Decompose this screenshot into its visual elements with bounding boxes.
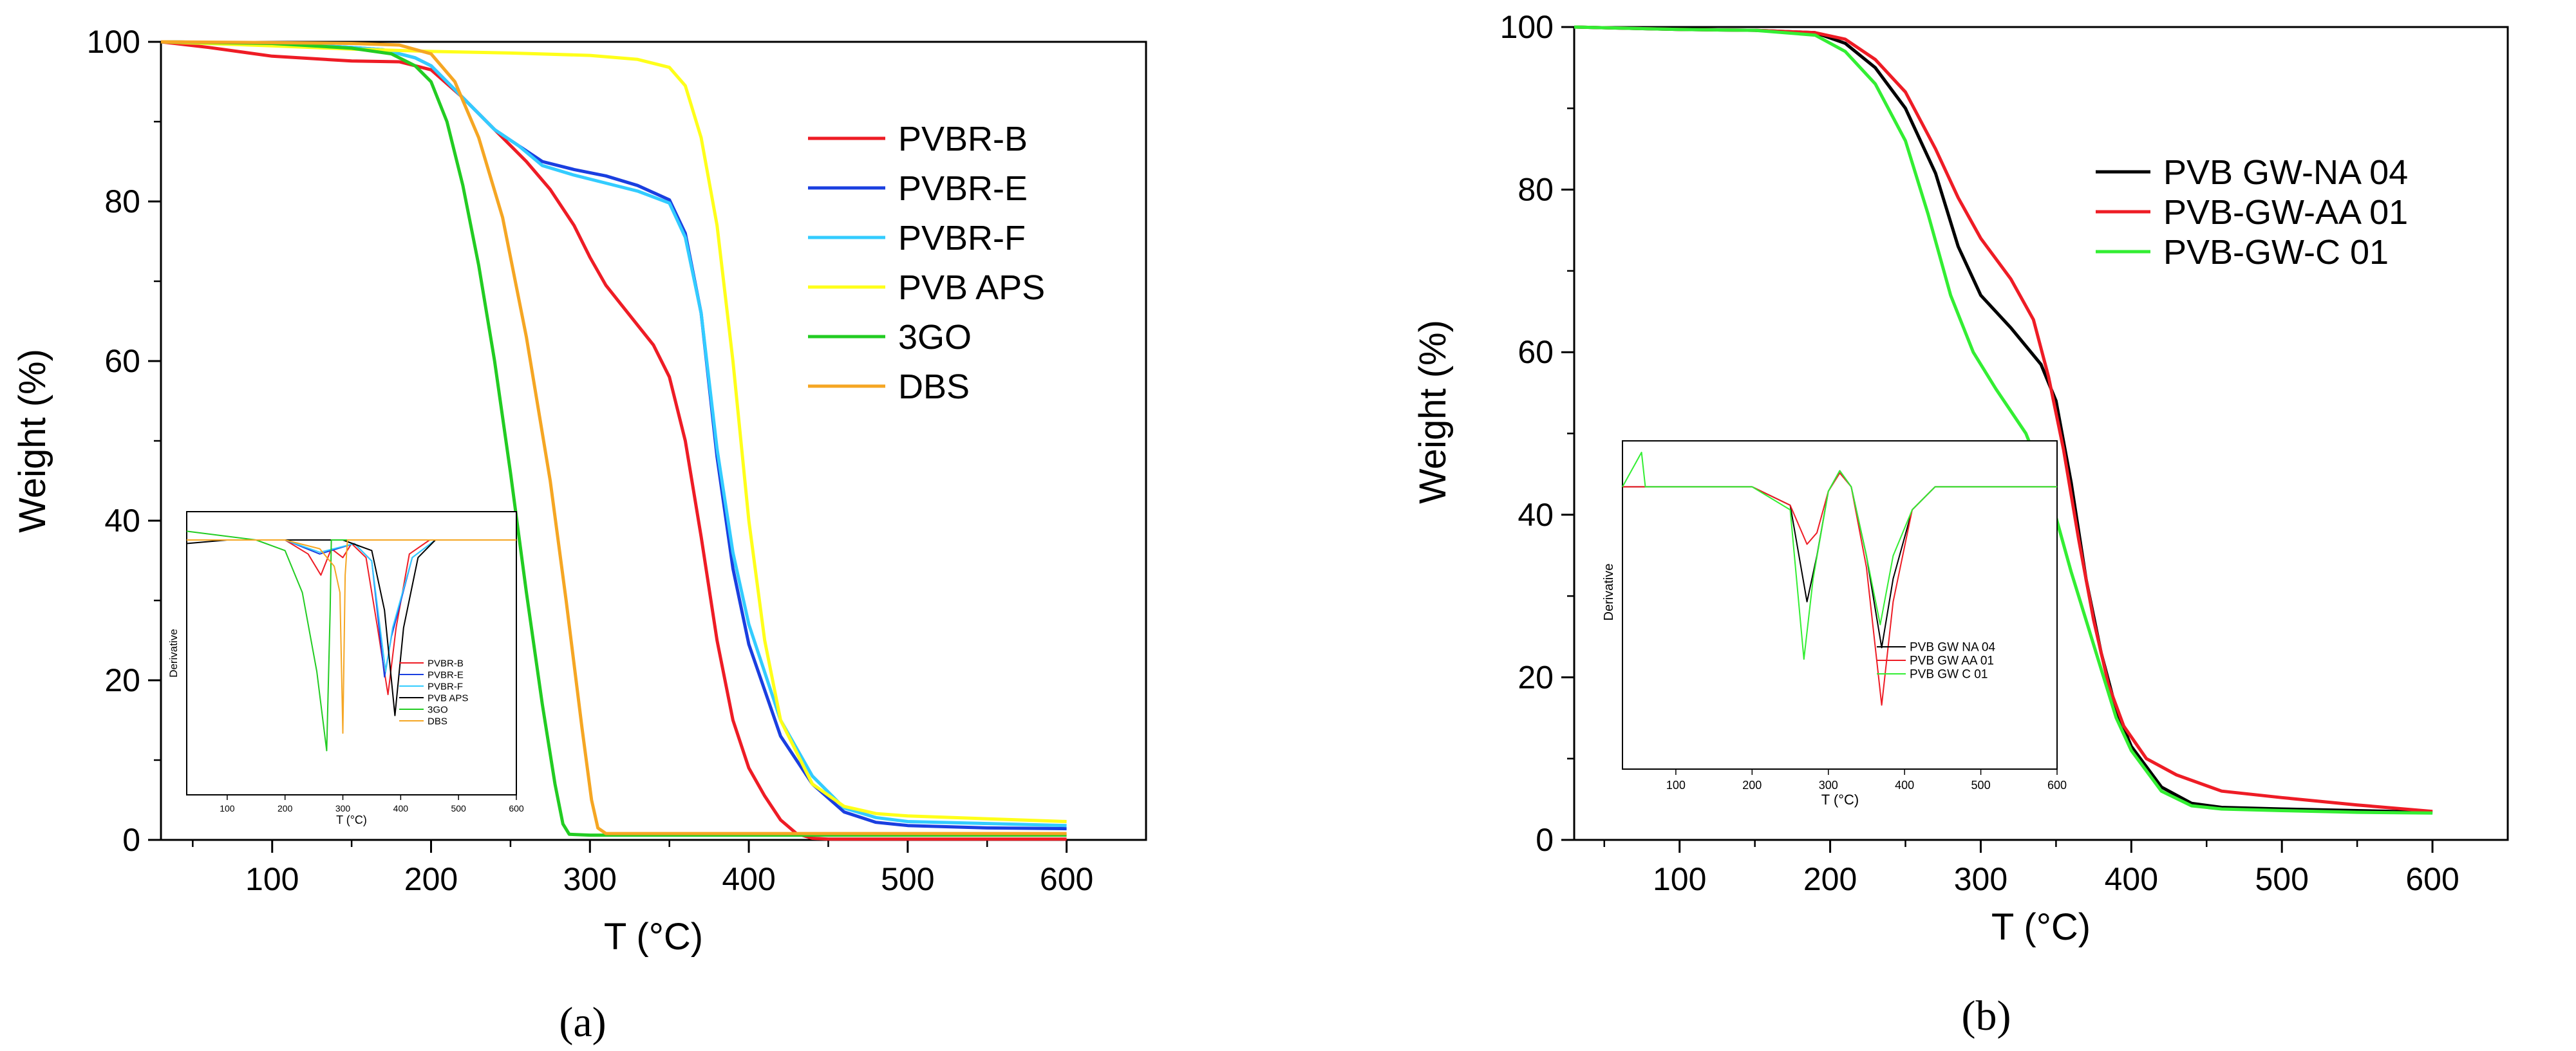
y-tick-label: 60 [1518, 334, 1554, 370]
panel-a-legend: PVBR-B PVBR-E PVBR-F PVB APS 3GO DBS [808, 120, 1045, 406]
y-tick-label: 80 [104, 183, 140, 219]
y-tick-label: 80 [1518, 172, 1554, 208]
series-line-pvbr-f [160, 40, 1067, 828]
panel-b-label: (b) [1962, 992, 2011, 1039]
x-tick-label: 600 [2405, 861, 2459, 897]
x-tick-label: 300 [563, 861, 617, 897]
inset-x-tick-label: 500 [451, 803, 466, 814]
panel-b-inset-series [1622, 451, 2057, 706]
panel-a-inset-frame [186, 511, 517, 795]
inset-series-line-pvbr-f [187, 539, 516, 673]
panel-a-inset-series [186, 530, 516, 752]
x-tick-label: 100 [1653, 861, 1706, 897]
panel-b-inset-x-label: T (°C) [1821, 792, 1859, 808]
y-tick-label: 40 [104, 503, 140, 539]
panel-a-ticks [148, 41, 1068, 853]
inset-x-tick-label: 100 [1666, 779, 1686, 792]
panel-a-plot-frame [160, 41, 1147, 841]
inset-series-line-pvbr-b [187, 539, 516, 696]
inset-series-line-pvb-gw-aa-01 [1622, 472, 2057, 706]
panel-a-inset: 100 200 300 400 500 600 PVBR-BPVBR-EPVBR-FPVB… [167, 511, 524, 826]
legend-label: PVB GW-NA 04 [2163, 153, 2408, 192]
y-tick-label: 60 [104, 343, 140, 379]
series-line-3go [160, 40, 1067, 837]
panel-b-inset-y-label: Derivative [1602, 564, 1616, 621]
panel-b-plot-frame [1573, 26, 2509, 841]
panel-a-inset-y-label: Derivative [167, 629, 180, 678]
inset-legend-label: PVB GW NA 04 [1910, 641, 1995, 655]
legend-label: PVBR-E [898, 169, 1028, 208]
inset-series-line-3go [186, 530, 516, 752]
panel-b-tick-labels: 100 200 300 400 500 600 0 20 40 60 80 100 [1500, 9, 2459, 897]
series-line-pvb-aps [160, 40, 1067, 823]
inset-x-tick-label: 300 [335, 803, 351, 814]
x-tick-label: 200 [1803, 861, 1857, 897]
inset-x-tick-label: 200 [1742, 779, 1762, 792]
panel-b-chart: 100 200 300 400 500 600 0 20 40 60 80 100 T (°C) We… [1412, 9, 2509, 1039]
inset-x-tick-label: 600 [2047, 779, 2067, 792]
x-tick-label: 200 [404, 861, 458, 897]
x-tick-label: 300 [1954, 861, 2007, 897]
panel-b-x-axis-label: T (°C) [1991, 906, 2091, 948]
panel-b-inset-ticks: 100 200 300 400 500 600 [1666, 769, 2067, 792]
inset-legend-label: DBS [428, 716, 447, 727]
y-tick-label: 0 [122, 822, 140, 858]
series-line-dbs [160, 40, 1067, 835]
inset-legend-label: PVBR-F [428, 681, 463, 692]
x-tick-label: 600 [1040, 861, 1093, 897]
inset-x-tick-label: 400 [393, 803, 409, 814]
inset-series-line-dbs [187, 539, 516, 734]
inset-x-tick-label: 100 [220, 803, 235, 814]
inset-x-tick-label: 300 [1819, 779, 1838, 792]
panel-b-y-axis-label: Weight (%) [1412, 320, 1454, 504]
legend-label: PVB-GW-AA 01 [2163, 193, 2408, 232]
x-tick-label: 100 [245, 861, 299, 897]
y-tick-label: 0 [1536, 822, 1554, 858]
panel-b-inset-frame [1622, 440, 2058, 770]
y-tick-label: 20 [1518, 659, 1554, 695]
inset-x-tick-label: 500 [1971, 779, 1991, 792]
inset-legend-label: PVB APS [428, 693, 468, 703]
legend-label: PVB-GW-C 01 [2163, 233, 2389, 272]
inset-legend-label: PVB GW C 01 [1910, 668, 1988, 682]
panel-a-tick-labels: 100 200 300 400 500 600 0 20 40 60 80 100 [87, 24, 1094, 897]
inset-legend-label: 3GO [428, 704, 448, 715]
x-tick-label: 400 [2105, 861, 2158, 897]
y-tick-label: 40 [1518, 497, 1554, 533]
legend-label: PVBR-F [898, 219, 1026, 257]
y-tick-label: 20 [104, 662, 140, 698]
panel-a-x-axis-label: T (°C) [604, 916, 703, 958]
x-tick-label: 500 [881, 861, 934, 897]
inset-legend-label: PVBR-E [428, 669, 464, 680]
legend-label: PVB APS [898, 268, 1045, 307]
inset-x-tick-label: 400 [1895, 779, 1914, 792]
panel-a-inset-x-label: T (°C) [336, 814, 367, 826]
panel-a-chart: 100 200 300 400 500 600 0 20 40 60 80 100 T (°C) We… [12, 24, 1147, 1046]
inset-legend-label: PVB GW AA 01 [1910, 655, 1994, 668]
legend-label: PVBR-B [898, 120, 1028, 158]
panel-a-series [160, 40, 1067, 841]
panel-a-label: (a) [559, 999, 606, 1046]
series-line-pvb-gw-aa-01 [1574, 25, 2433, 814]
inset-x-tick-label: 200 [277, 803, 293, 814]
x-tick-label: 400 [722, 861, 775, 897]
inset-legend-label: PVBR-B [428, 658, 464, 669]
legend-label: 3GO [898, 318, 972, 357]
panel-a-inset-ticks: 100 200 300 400 500 600 [220, 795, 524, 814]
legend-label: DBS [898, 367, 970, 406]
x-tick-label: 500 [2255, 861, 2308, 897]
y-tick-label: 100 [87, 24, 140, 60]
inset-series-line-pvb-gw-c-01 [1622, 451, 2057, 660]
inset-x-tick-label: 600 [509, 803, 524, 814]
panel-b-ticks [1561, 26, 2434, 853]
y-tick-label: 100 [1500, 9, 1554, 45]
panel-a-y-axis-label: Weight (%) [12, 349, 53, 533]
